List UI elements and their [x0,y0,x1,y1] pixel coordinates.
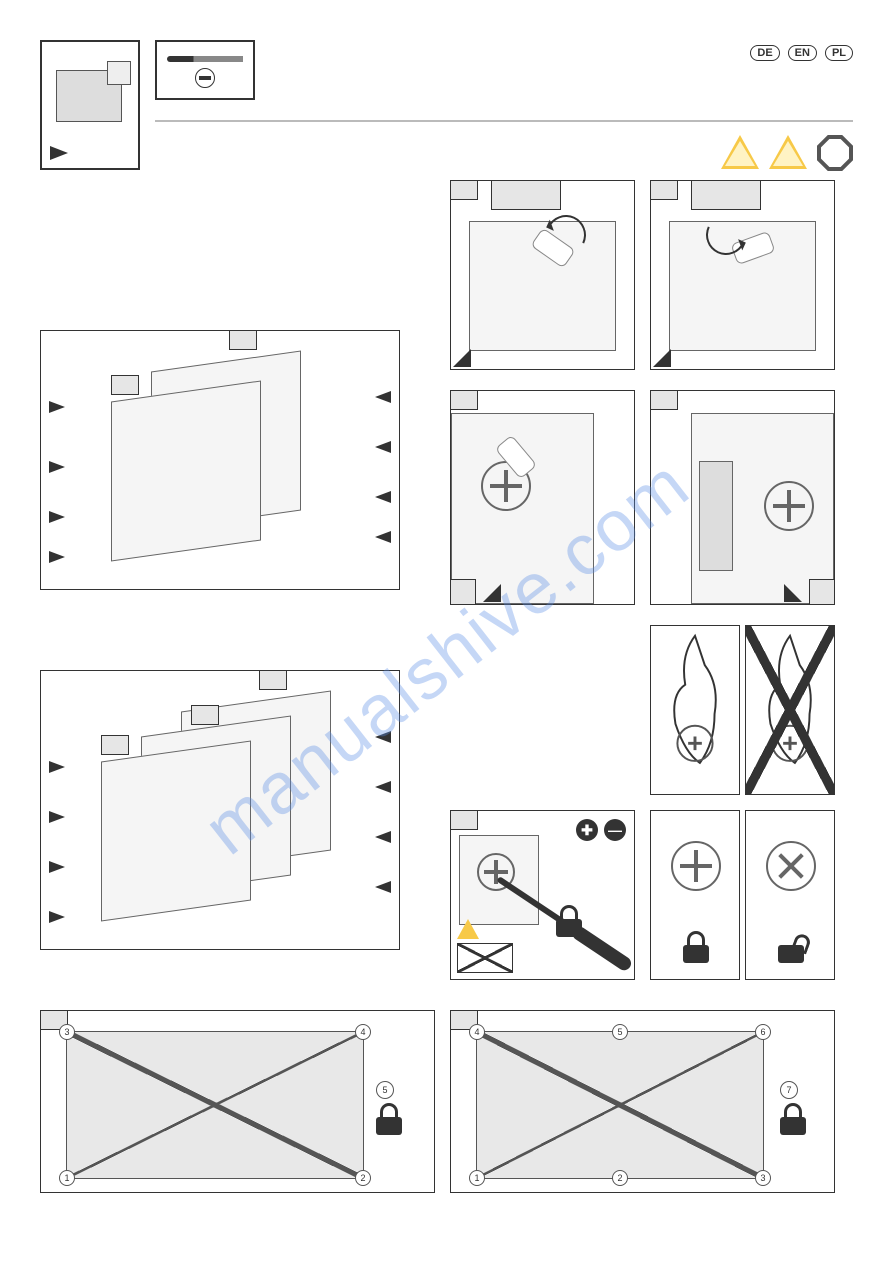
tool-icon-box [155,40,255,100]
detail-panel-1 [450,180,635,370]
layer-tag-2 [111,375,139,395]
closing-sequence-4: 1 2 3 4 5 [40,1010,435,1220]
detail-inset-2 [691,180,761,210]
zoom-marker-4 [784,584,802,602]
detail-tag-4 [650,390,678,410]
lock-state-locked-panel [650,810,740,980]
language-pills: DE EN PL [750,45,853,61]
detail-panel-4 [650,390,835,605]
seq6-pt4: 4 [469,1024,485,1040]
detail-surface-3 [451,413,594,604]
exploded-view-2 [40,670,400,950]
part-arrow [50,146,68,160]
zoom-marker-3 [483,584,501,602]
mandatory-octagon [817,135,853,171]
layer-tag-5 [101,735,129,755]
plate-front-2 [101,740,251,921]
locked-after-icon [556,905,582,937]
detail-tag-3 [450,390,478,410]
no-power-tool [457,943,513,973]
closing-sequence-6: 1 2 3 4 5 6 7 [450,1010,835,1220]
seq4-pt3: 3 [59,1024,75,1040]
padlock-locked-icon [683,931,709,963]
layer-tag-3 [259,670,287,690]
seq4-final: 5 [376,1081,394,1099]
part-mini-box [56,70,122,122]
seq6-pt2: 2 [612,1170,628,1186]
seq6-caption [450,1192,835,1220]
seq6-pt1: 1 [469,1170,485,1186]
warning-icons [721,135,853,171]
seq6-box: 1 2 3 4 5 6 [476,1031,764,1179]
detail-panel-3 [450,390,635,605]
detail-tag-1 [450,180,478,200]
exploded-view-1 [40,330,400,590]
seq6-pt6: 6 [755,1024,771,1040]
zoom-tag-4 [809,579,835,605]
zoom-marker-2 [653,349,671,367]
detail-inset-1 [491,180,561,210]
screwdriver-panel: ✚ — [450,810,635,980]
padlock-open-icon [778,931,804,963]
hand-correct [650,625,740,795]
seq4-pt2: 2 [355,1170,371,1186]
hand-wrong [745,625,835,795]
layer-tag-4 [191,705,219,725]
header-bar: DE EN PL [40,40,853,170]
detail-panel-2 [650,180,835,370]
vent-strip [699,461,733,571]
flat-chip-icon: — [604,819,626,841]
seq6-pt3: 3 [755,1170,771,1186]
hand-ok-icon [651,626,739,792]
phillips-chip-icon: ✚ [576,819,598,841]
seq6-pt5: 5 [612,1024,628,1040]
phillips-head-4 [764,481,814,531]
page-root: DE EN PL [0,0,893,1263]
screwdriver-icon [167,56,243,62]
detail-tag-2 [650,180,678,200]
lang-pl: PL [825,45,853,61]
unlocked-phillips-icon [756,831,827,902]
plate-front [111,380,261,561]
seq4-lock-icon [376,1103,402,1135]
tip-chips: ✚ — [576,819,626,841]
seq6-final: 7 [780,1081,798,1099]
warning-triangle-2 [769,135,807,169]
seq4-caption [40,1192,435,1220]
seq6-lock-icon [780,1103,806,1135]
zoom-marker-1 [453,349,471,367]
seq4-box: 1 2 3 4 [66,1031,364,1179]
seq4-pt4: 4 [355,1024,371,1040]
cross-out-icon [746,626,834,794]
layer-tag-1 [229,330,257,350]
zoom-tag-3 [450,579,476,605]
lock-state-unlocked-panel [745,810,835,980]
warning-triangle-1 [721,135,759,169]
seq4-pt1: 1 [59,1170,75,1186]
lang-de: DE [750,45,779,61]
flat-tip-icon [195,68,215,88]
part-icon-box [40,40,140,170]
lang-en: EN [788,45,817,61]
locked-phillips-icon [671,841,721,891]
header-divider [155,120,853,122]
